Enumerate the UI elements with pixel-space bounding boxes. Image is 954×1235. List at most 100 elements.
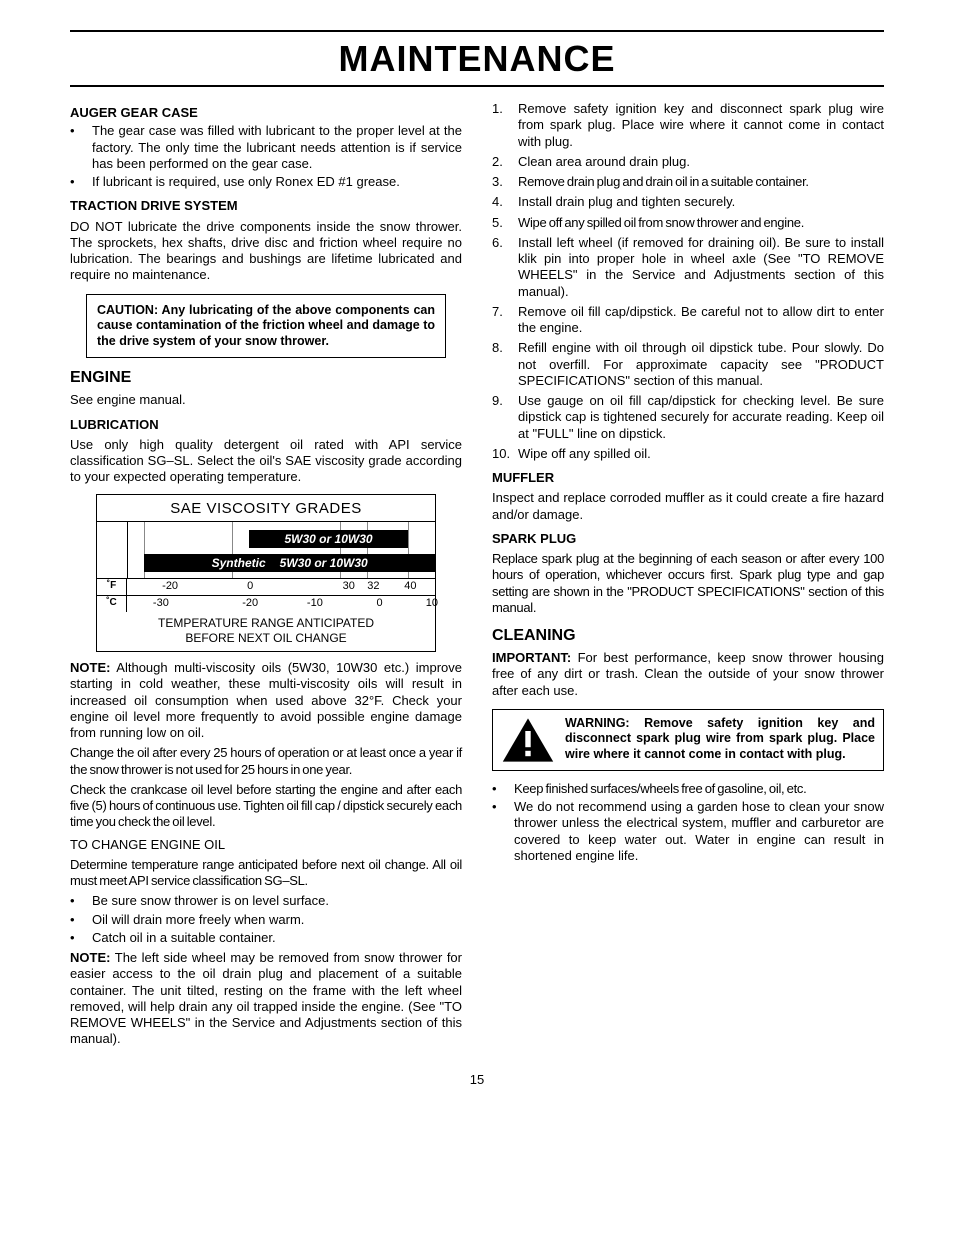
spark-heading: SPARK PLUG: [492, 531, 884, 547]
left-column: AUGER GEAR CASE •The gear case was fille…: [70, 97, 462, 1052]
bullet-icon: •: [70, 930, 92, 946]
warning-text: WARNING: Remove safety ignition key and …: [565, 716, 875, 763]
warning-box: WARNING: Remove safety ignition key and …: [492, 709, 884, 771]
step-num: 7.: [492, 304, 518, 337]
chart-tick: -10: [307, 597, 323, 611]
chart-title: SAE VISCOSITY GRADES: [97, 495, 435, 522]
chart-tick: 40: [404, 580, 416, 594]
page-title: MAINTENANCE: [70, 36, 884, 81]
step-text: Remove drain plug and drain oil in a sui…: [518, 174, 884, 190]
note-label: NOTE:: [70, 660, 110, 675]
chart-tick: 30: [343, 580, 355, 594]
bullet-icon: •: [70, 174, 92, 190]
step-text: Remove oil fill cap/dipstick. Be careful…: [518, 304, 884, 337]
traction-text: DO NOT lubricate the drive components in…: [70, 219, 462, 284]
step-num: 8.: [492, 340, 518, 389]
bullet-icon: •: [70, 893, 92, 909]
spark-text: Replace spark plug at the beginning of e…: [492, 551, 884, 616]
list-item: •We do not recommend using a garden hose…: [492, 799, 884, 864]
warning-triangle-icon: [501, 716, 555, 764]
step-text: Wipe off any spilled oil from snow throw…: [518, 215, 884, 231]
bullet-text: The gear case was filled with lubricant …: [92, 123, 462, 172]
chart-row-f: ˚F -20 0 30 32 40: [97, 579, 435, 596]
list-item: •Be sure snow thrower is on level surfac…: [70, 893, 462, 909]
determine-text: Determine temperature range anticipated …: [70, 857, 462, 890]
chart-tick: -30: [153, 597, 169, 611]
bullet-text: Oil will drain more freely when warm.: [92, 912, 462, 928]
step-text: Use gauge on oil fill cap/dipstick for c…: [518, 393, 884, 442]
change-oil-text: Change the oil after every 25 hours of o…: [70, 745, 462, 778]
unit-f: ˚F: [97, 579, 127, 595]
page-number: 15: [70, 1072, 884, 1088]
list-item: 7.Remove oil fill cap/dipstick. Be caref…: [492, 304, 884, 337]
right-column: 1.Remove safety ignition key and disconn…: [492, 97, 884, 1052]
list-item: •Keep finished surfaces/wheels free of g…: [492, 781, 884, 797]
step-text: Clean area around drain plug.: [518, 154, 884, 170]
list-item: •If lubricant is required, use only Rone…: [70, 174, 462, 190]
step-num: 1.: [492, 101, 518, 150]
bullet-text: We do not recommend using a garden hose …: [514, 799, 884, 864]
chart-tick: -20: [242, 597, 258, 611]
step-text: Refill engine with oil through oil dipst…: [518, 340, 884, 389]
step-text: Install left wheel (if removed for drain…: [518, 235, 884, 300]
bullet-icon: •: [70, 912, 92, 928]
footer-line-1: TEMPERATURE RANGE ANTICIPATED: [158, 616, 374, 630]
oil-change-steps: 1.Remove safety ignition key and disconn…: [492, 101, 884, 462]
chart-bar-2: Synthetic5W30 or 10W30: [144, 554, 435, 572]
list-item: •Catch oil in a suitable container.: [70, 930, 462, 946]
step-num: 6.: [492, 235, 518, 300]
auger-bullets: •The gear case was filled with lubricant…: [70, 123, 462, 190]
chart-bar-1: 5W30 or 10W30: [249, 530, 408, 548]
unit-c: ˚C: [97, 596, 127, 612]
important-label: IMPORTANT:: [492, 650, 571, 665]
lubrication-heading: LUBRICATION: [70, 417, 462, 433]
list-item: 2.Clean area around drain plug.: [492, 154, 884, 170]
lubrication-text: Use only high quality detergent oil rate…: [70, 437, 462, 486]
chart-tick: 0: [376, 597, 382, 611]
chart-tick: 10: [426, 597, 438, 611]
step-text: Install drain plug and tighten securely.: [518, 194, 884, 210]
top-rule: [70, 30, 884, 32]
bullet-icon: •: [492, 781, 514, 797]
traction-heading: TRACTION DRIVE SYSTEM: [70, 198, 462, 214]
chart-row-c: ˚C -30 -20 -10 0 10: [97, 596, 435, 612]
cleaning-bullets: •Keep finished surfaces/wheels free of g…: [492, 781, 884, 864]
list-item: 6.Install left wheel (if removed for dra…: [492, 235, 884, 300]
chart-footer: TEMPERATURE RANGE ANTICIPATED BEFORE NEX…: [97, 612, 435, 651]
caution-box: CAUTION: Any lubricating of the above co…: [86, 294, 446, 359]
note-text: Although multi-viscosity oils (5W30, 10W…: [70, 660, 462, 740]
step-num: 9.: [492, 393, 518, 442]
list-item: 3.Remove drain plug and drain oil in a s…: [492, 174, 884, 190]
list-item: 9.Use gauge on oil fill cap/dipstick for…: [492, 393, 884, 442]
viscosity-chart: SAE VISCOSITY GRADES 5W30 or 10W30 Synthe…: [96, 494, 436, 653]
chart-area: 5W30 or 10W30 Synthetic5W30 or 10W30: [97, 521, 435, 579]
note-label: NOTE:: [70, 950, 110, 965]
muffler-text: Inspect and replace corroded muffler as …: [492, 490, 884, 523]
change-bullets: •Be sure snow thrower is on level surfac…: [70, 893, 462, 946]
bullet-icon: •: [70, 123, 92, 172]
note-2: NOTE: The left side wheel may be removed…: [70, 950, 462, 1048]
content-columns: AUGER GEAR CASE •The gear case was fille…: [70, 97, 884, 1052]
ticks-f: -20 0 30 32 40: [127, 579, 435, 595]
muffler-heading: MUFFLER: [492, 470, 884, 486]
bullet-text: Be sure snow thrower is on level surface…: [92, 893, 462, 909]
list-item: 5.Wipe off any spilled oil from snow thr…: [492, 215, 884, 231]
list-item: 4.Install drain plug and tighten securel…: [492, 194, 884, 210]
bullet-text: If lubricant is required, use only Ronex…: [92, 174, 462, 190]
step-num: 2.: [492, 154, 518, 170]
chart-tick: 0: [247, 580, 253, 594]
engine-text: See engine manual.: [70, 392, 462, 408]
chart-tick: -20: [162, 580, 178, 594]
footer-line-2: BEFORE NEXT OIL CHANGE: [185, 631, 346, 645]
cleaning-important: IMPORTANT: For best performance, keep sn…: [492, 650, 884, 699]
note-1: NOTE: Although multi-viscosity oils (5W3…: [70, 660, 462, 741]
list-item: 10.Wipe off any spilled oil.: [492, 446, 884, 462]
note-text: The left side wheel may be removed from …: [70, 950, 462, 1046]
bullet-text: Catch oil in a suitable container.: [92, 930, 462, 946]
chart-tick: 32: [367, 580, 379, 594]
bottom-rule: [70, 85, 884, 87]
step-text: Remove safety ignition key and disconnec…: [518, 101, 884, 150]
ticks-c: -30 -20 -10 0 10: [127, 596, 435, 612]
step-num: 5.: [492, 215, 518, 231]
step-text: Wipe off any spilled oil.: [518, 446, 884, 462]
